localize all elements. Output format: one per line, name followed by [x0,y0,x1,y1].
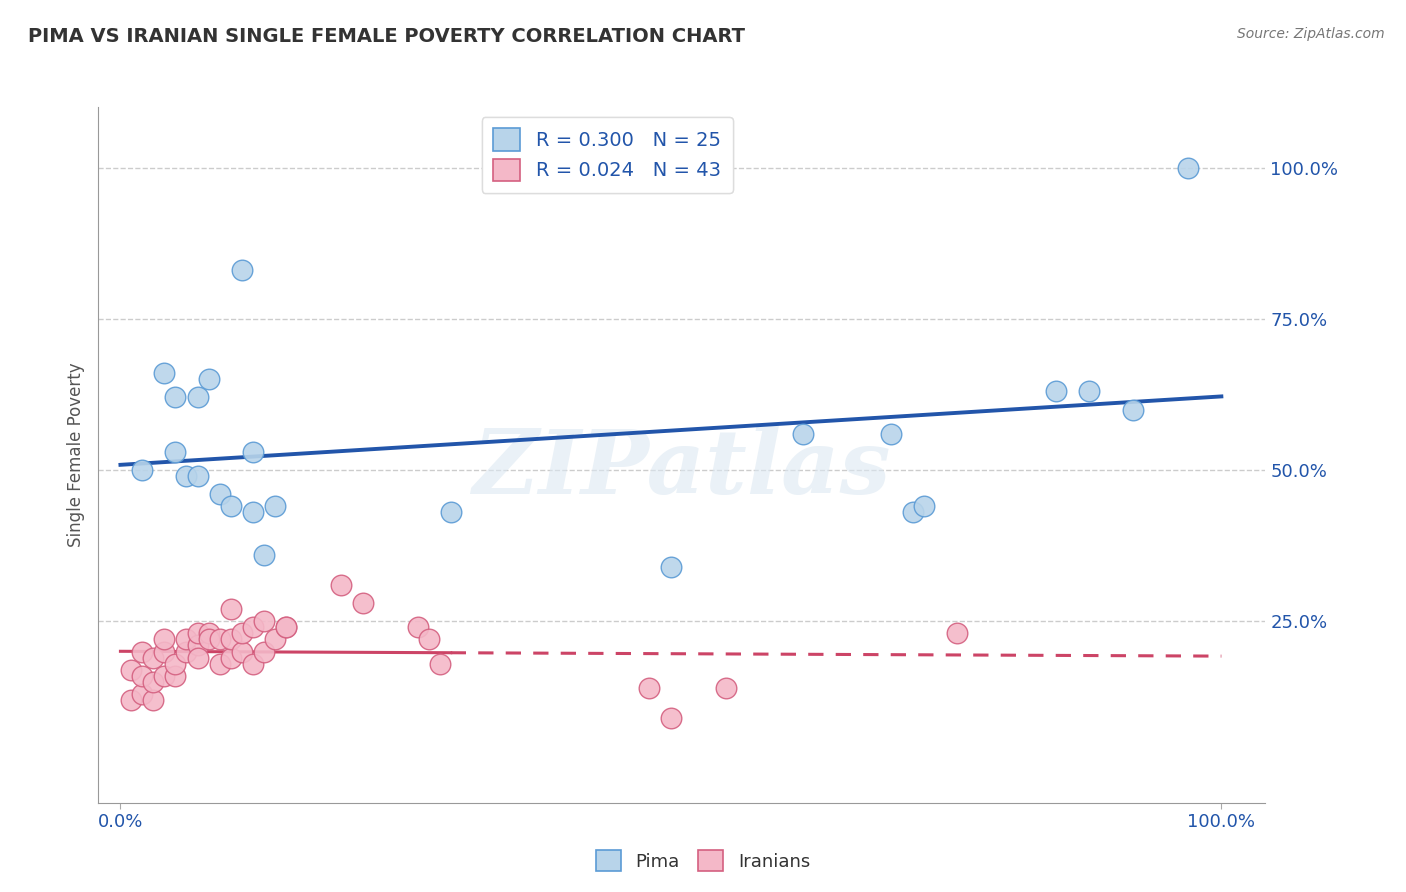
Point [219,500,242,514]
Point [242,657,264,671]
Point [792,426,814,441]
Point [131,687,153,701]
Point [252,615,274,629]
Point [231,263,253,277]
Point [165,445,187,459]
Point [208,632,231,647]
Y-axis label: Single Female Poverty: Single Female Poverty [67,363,86,547]
Point [1045,384,1067,399]
Point [186,650,208,665]
Point [638,681,661,695]
Point [231,644,253,658]
Point [176,644,198,658]
Point [131,669,153,683]
Point [176,632,198,647]
Point [186,626,208,640]
Point [142,674,165,689]
Point [219,650,242,665]
Point [242,620,264,634]
Point [274,620,297,634]
Point [659,711,682,725]
Point [153,632,176,647]
Point [219,602,242,616]
Point [880,426,903,441]
Point [1122,402,1144,417]
Point [274,620,297,634]
Point [165,657,187,671]
Point [165,669,187,683]
Point [242,505,264,519]
Point [176,469,198,483]
Point [1177,161,1199,175]
Text: Source: ZipAtlas.com: Source: ZipAtlas.com [1237,27,1385,41]
Point [231,626,253,640]
Point [263,500,285,514]
Point [714,681,737,695]
Point [197,626,219,640]
Point [219,632,242,647]
Point [208,657,231,671]
Point [901,505,924,519]
Point [252,548,274,562]
Point [252,644,274,658]
Point [208,487,231,501]
Point [912,500,935,514]
Point [242,445,264,459]
Point [263,632,285,647]
Legend: Pima, Iranians: Pima, Iranians [589,843,817,879]
Point [352,596,374,610]
Text: PIMA VS IRANIAN SINGLE FEMALE POVERTY CORRELATION CHART: PIMA VS IRANIAN SINGLE FEMALE POVERTY CO… [28,27,745,45]
Legend: R = 0.300   N = 25, R = 0.024   N = 43: R = 0.300 N = 25, R = 0.024 N = 43 [482,117,733,193]
Point [153,669,176,683]
Text: ZIPatlas: ZIPatlas [474,425,890,512]
Point [440,505,463,519]
Point [131,644,153,658]
Point [946,626,969,640]
Point [186,469,208,483]
Point [131,463,153,477]
Point [197,372,219,386]
Point [406,620,429,634]
Point [153,366,176,380]
Point [418,632,440,647]
Point [186,391,208,405]
Point [1078,384,1101,399]
Point [153,644,176,658]
Point [429,657,451,671]
Point [120,693,142,707]
Point [142,693,165,707]
Point [142,650,165,665]
Point [329,578,352,592]
Point [197,632,219,647]
Point [186,639,208,653]
Point [659,559,682,574]
Point [120,663,142,677]
Point [165,391,187,405]
